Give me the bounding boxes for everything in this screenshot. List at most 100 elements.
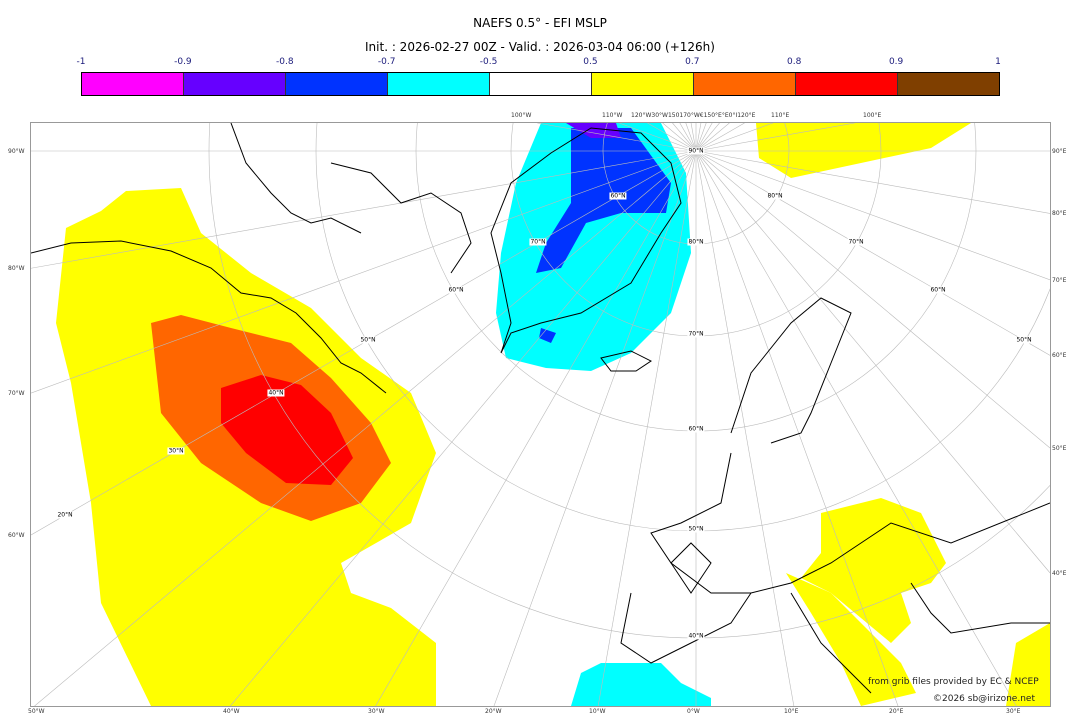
- axis-label: 30°W: [368, 708, 385, 715]
- axis-label: 0°W: [687, 708, 700, 715]
- copyright: ©2026 sb@irizone.net: [933, 694, 1035, 704]
- colorbar-segment: [592, 73, 694, 95]
- map-subtitle: Init. : 2026-02-27 00Z - Valid. : 2026-0…: [365, 40, 715, 54]
- meridian: [695, 150, 795, 706]
- latitude-label: 70°N: [687, 330, 705, 338]
- meridian: [695, 150, 899, 706]
- meridian: [695, 150, 1050, 281]
- colorbar-segment: [388, 73, 490, 95]
- axis-label: 50°W: [28, 708, 45, 715]
- axis-label: 80°E: [1052, 210, 1067, 217]
- axis-label: 90°E: [1052, 148, 1067, 155]
- axis-label: 120°W30°W150170°W€150°E°E0°I120°E: [631, 112, 756, 119]
- meridian: [695, 123, 707, 152]
- meridian: [695, 123, 730, 152]
- colorbar-tick-label: 1: [995, 57, 1001, 67]
- axis-label: 30°E: [1006, 708, 1021, 715]
- coastlines: [31, 123, 1050, 694]
- efi-yellow-turkey: [1006, 623, 1050, 706]
- meridian: [31, 150, 697, 269]
- latitude-label: 40°N: [687, 632, 705, 640]
- colorbar-segment: [286, 73, 388, 95]
- meridian: [685, 123, 697, 152]
- meridian: [695, 123, 720, 152]
- meridian: [647, 123, 697, 152]
- axis-label: 100°E: [863, 112, 882, 119]
- meridian: [695, 123, 855, 152]
- colorbar-segment: [82, 73, 184, 95]
- latitude-label: 40°N: [267, 389, 285, 397]
- colorbar-tick-label: -0.5: [479, 57, 498, 67]
- latitude-label: 50°N: [687, 525, 705, 533]
- meridian: [618, 123, 697, 152]
- meridian: [695, 150, 1017, 706]
- meridian: [695, 123, 713, 152]
- latitude-label: 80°N: [766, 192, 784, 200]
- colorbar-tick-label: 0.7: [685, 57, 700, 67]
- axis-label: 110°E: [771, 112, 790, 119]
- axis-label: 110°W: [602, 112, 623, 119]
- meridian: [695, 150, 1050, 214]
- axis-label: 40°E: [1052, 570, 1067, 577]
- colorbar-tick-label: -0.8: [275, 57, 294, 67]
- efi-blue-small: [539, 328, 556, 343]
- meridian: [690, 123, 697, 152]
- latitude-label: 60°N: [447, 286, 465, 294]
- efi-blue-greenland: [536, 128, 671, 273]
- axis-label: 20°E: [889, 708, 904, 715]
- axis-label: 80°W: [8, 265, 25, 272]
- latitude-label: 20°N: [56, 511, 74, 519]
- source-credit: from grib files provided by EC & NCEP: [868, 677, 1039, 687]
- colorbar-tick-label: -1: [76, 57, 86, 67]
- axis-label: 50°E: [1052, 445, 1067, 452]
- meridian: [537, 123, 697, 152]
- axis-label: 20°W: [485, 708, 502, 715]
- map-svg: [31, 123, 1050, 706]
- axis-label: 100°W: [511, 112, 532, 119]
- map-title: NAEFS 0.5° - EFI MSLP: [473, 16, 607, 30]
- colorbar-tick-label: 0.5: [583, 57, 598, 67]
- meridian: [695, 150, 1050, 449]
- meridian: [695, 123, 702, 152]
- latitude-label: 70°N: [529, 238, 547, 246]
- axis-label: 70°W: [8, 390, 25, 397]
- meridian: [695, 150, 1050, 574]
- latitude-label: 60°N: [687, 425, 705, 433]
- colorbar-segment: [490, 73, 592, 95]
- meridian: [662, 123, 697, 152]
- meridian: [375, 150, 697, 706]
- latitude-label: 50°N: [1015, 336, 1033, 344]
- axis-label: 40°W: [223, 708, 240, 715]
- colorbar-tick-label: 0.8: [787, 57, 802, 67]
- colorbar-segment: [694, 73, 796, 95]
- meridian: [672, 123, 697, 152]
- meridian: [230, 150, 697, 706]
- axis-label: 10°E: [784, 708, 799, 715]
- axis-label: 70°E: [1052, 277, 1067, 284]
- latitude-label: 60°N: [609, 192, 627, 200]
- efi-yellow-balkans: [801, 498, 946, 643]
- axis-label: 60°W: [8, 532, 25, 539]
- axis-label: 10°W: [589, 708, 606, 715]
- efi-yellow-italy: [786, 573, 916, 706]
- axis-label: 60°E: [1052, 352, 1067, 359]
- meridian: [695, 123, 745, 152]
- latitude-label: 70°N: [847, 238, 865, 246]
- efi-red-atlantic: [221, 375, 353, 485]
- latitude-label: 50°N: [359, 336, 377, 344]
- colorbar-segment: [184, 73, 286, 95]
- map-area[interactable]: 90°N 80°N 70°N 60°N 50°N 40°N 60°N 70°N 80°N 70°N…: [30, 122, 1051, 707]
- latitude-label: 60°N: [929, 286, 947, 294]
- efi-cyan-iberia: [571, 663, 711, 706]
- latitude-label: 80°N: [687, 238, 705, 246]
- colorbar-tick-label: -0.9: [174, 57, 192, 67]
- efi-purple-greenland: [566, 123, 621, 138]
- latitude-label: 90°N: [687, 147, 705, 155]
- meridian: [34, 150, 697, 706]
- axis-label: 90°W: [8, 148, 25, 155]
- colorbar: [81, 72, 1000, 96]
- colorbar-tick-label: -0.7: [377, 57, 396, 67]
- meridian: [695, 150, 1050, 356]
- colorbar-segment: [796, 73, 898, 95]
- latitude-label: 30°N: [167, 447, 185, 455]
